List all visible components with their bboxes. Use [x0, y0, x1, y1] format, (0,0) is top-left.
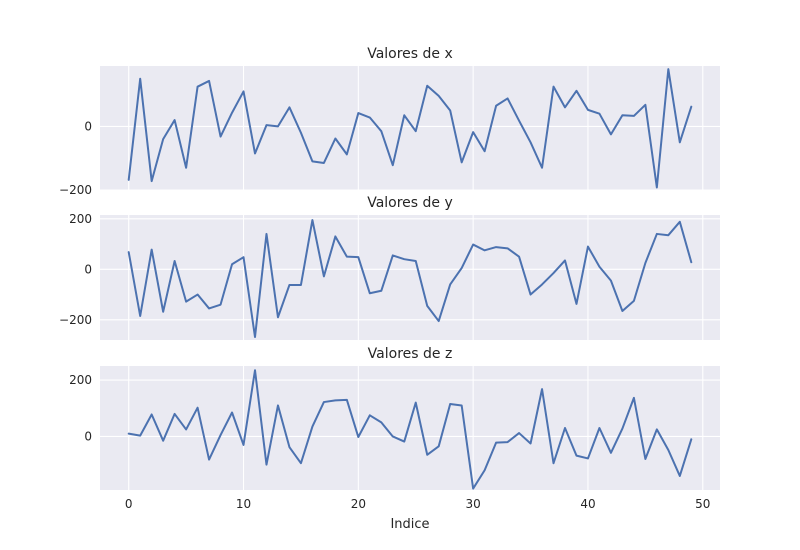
y-tick-label: 200: [69, 212, 92, 226]
plot-area: [100, 215, 720, 340]
y-tick-label: 0: [84, 119, 92, 133]
series-line: [127, 219, 693, 338]
x-tick-label: 20: [351, 497, 366, 511]
series-line: [127, 68, 693, 189]
y-tick-label: 200: [69, 373, 92, 387]
y-tick-label: 0: [84, 262, 92, 276]
plot-area: [100, 66, 720, 190]
y-tick-label: 0: [84, 429, 92, 443]
x-tick-label: 30: [466, 497, 481, 511]
subplot-2: Valores de y −200 0 200: [59, 195, 720, 340]
series-line: [127, 369, 693, 490]
subplot-title: Valores de y: [367, 195, 453, 211]
x-axis-label: Indice: [390, 517, 429, 532]
x-tick-label: 50: [695, 497, 710, 511]
y-tick-label: −200: [59, 313, 92, 327]
plot-area: [100, 366, 720, 490]
gridlines: [100, 215, 720, 340]
subplot-1: Valores de x −200 0: [59, 46, 720, 197]
x-tick-label: 40: [580, 497, 595, 511]
x-tick-label: 10: [236, 497, 251, 511]
subplot-3: Valores de z 0 200 0 10 20 30 40 50: [69, 346, 720, 511]
subplot-title: Valores de z: [368, 346, 453, 362]
y-tick-label: −200: [59, 183, 92, 197]
x-tick-label: 0: [125, 497, 133, 511]
subplot-title: Valores de x: [367, 46, 453, 62]
